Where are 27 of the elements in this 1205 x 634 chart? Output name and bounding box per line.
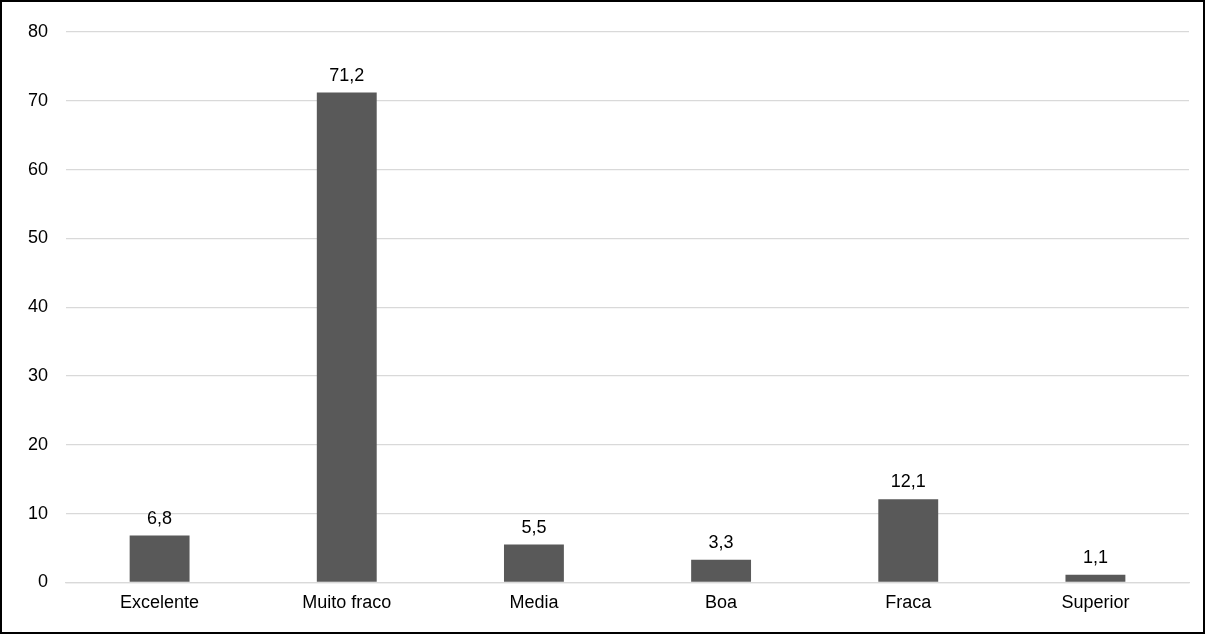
data-label: 6,8 bbox=[147, 507, 173, 528]
x-tick-label: Excelente bbox=[120, 592, 200, 613]
bar bbox=[1065, 574, 1126, 582]
data-label: 71,2 bbox=[329, 64, 365, 85]
bar bbox=[691, 559, 752, 582]
data-label: 1,1 bbox=[1082, 546, 1108, 567]
bar bbox=[129, 535, 190, 582]
data-label: 3,3 bbox=[708, 531, 734, 552]
data-label: 5,5 bbox=[521, 516, 547, 537]
y-tick-label: 50 bbox=[27, 227, 49, 248]
y-tick-label: 0 bbox=[38, 571, 49, 592]
y-tick-label: 30 bbox=[27, 364, 49, 385]
x-tick-label: Fraca bbox=[885, 592, 933, 613]
x-tick-label: Media bbox=[509, 592, 560, 613]
bar bbox=[503, 544, 564, 582]
x-tick-label: Boa bbox=[705, 592, 739, 613]
x-tick-label: Muito fraco bbox=[302, 592, 392, 613]
bar bbox=[316, 92, 377, 582]
y-tick-label: 80 bbox=[27, 20, 49, 41]
bar bbox=[878, 499, 939, 582]
x-tick-label: Superior bbox=[1061, 592, 1130, 613]
y-tick-label: 40 bbox=[27, 296, 49, 317]
y-tick-label: 10 bbox=[27, 502, 49, 523]
data-label: 12,1 bbox=[890, 471, 926, 492]
y-tick-label: 20 bbox=[27, 433, 49, 454]
y-tick-label: 60 bbox=[27, 158, 49, 179]
y-tick-label: 70 bbox=[27, 89, 49, 110]
